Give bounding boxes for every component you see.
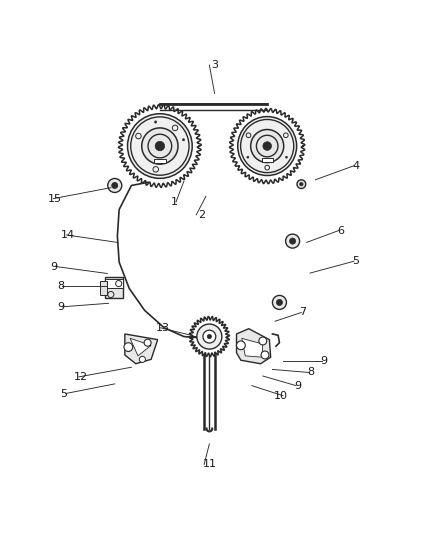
Polygon shape: [242, 338, 263, 357]
Text: 9: 9: [57, 302, 64, 312]
Bar: [100, 280, 107, 295]
Circle shape: [251, 130, 284, 163]
Circle shape: [300, 182, 303, 186]
Circle shape: [197, 324, 222, 349]
Circle shape: [276, 300, 283, 305]
Circle shape: [108, 179, 122, 192]
Text: 13: 13: [155, 323, 170, 333]
Text: 8: 8: [57, 281, 64, 291]
Text: 3: 3: [211, 60, 218, 70]
Text: 1: 1: [171, 197, 178, 207]
Circle shape: [182, 139, 185, 141]
Text: 11: 11: [202, 459, 216, 470]
Circle shape: [286, 156, 287, 158]
Circle shape: [207, 334, 212, 339]
Circle shape: [112, 182, 118, 189]
Circle shape: [261, 351, 269, 359]
Bar: [105, 279, 123, 288]
Circle shape: [290, 238, 296, 244]
Polygon shape: [130, 338, 151, 356]
Polygon shape: [125, 334, 158, 364]
Circle shape: [142, 128, 178, 164]
Bar: [105, 277, 123, 298]
Text: 5: 5: [352, 256, 359, 266]
Circle shape: [127, 114, 192, 179]
Text: 9: 9: [294, 381, 301, 391]
Text: 8: 8: [307, 367, 314, 377]
Text: 6: 6: [337, 225, 344, 236]
Polygon shape: [237, 329, 271, 364]
Text: 9: 9: [321, 356, 328, 366]
Circle shape: [272, 295, 286, 310]
Circle shape: [155, 121, 157, 123]
Circle shape: [297, 180, 306, 189]
Text: 10: 10: [274, 391, 288, 401]
Circle shape: [203, 330, 216, 343]
Bar: [154, 159, 166, 164]
Circle shape: [124, 343, 133, 351]
Text: 15: 15: [48, 193, 62, 204]
Text: 14: 14: [61, 230, 75, 240]
Text: 5: 5: [60, 389, 67, 399]
Circle shape: [263, 142, 272, 150]
Text: 9: 9: [50, 262, 57, 271]
Circle shape: [286, 234, 300, 248]
Text: 2: 2: [198, 210, 205, 220]
Circle shape: [155, 141, 165, 151]
Text: 4: 4: [352, 161, 359, 171]
Circle shape: [238, 117, 297, 175]
Circle shape: [237, 341, 245, 350]
Bar: [262, 158, 272, 162]
Circle shape: [247, 156, 249, 158]
Circle shape: [259, 337, 267, 345]
Circle shape: [144, 339, 151, 346]
Text: 7: 7: [300, 308, 307, 318]
Circle shape: [139, 356, 145, 362]
Text: 12: 12: [74, 372, 88, 382]
